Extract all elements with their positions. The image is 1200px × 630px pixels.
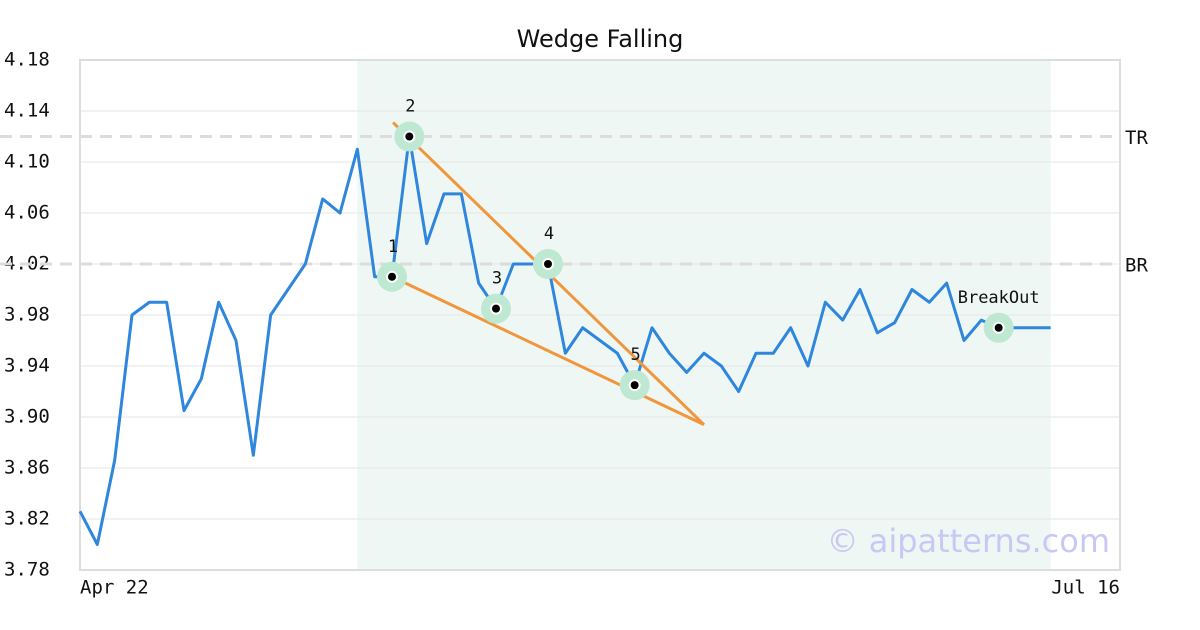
- y-tick-label: 3.86: [4, 457, 50, 479]
- chart-title: Wedge Falling: [517, 25, 684, 53]
- point-label: 2: [405, 97, 415, 117]
- x-tick-label: Jul 16: [1051, 577, 1120, 599]
- y-tick-label: 3.98: [4, 304, 50, 326]
- point-marker: [490, 302, 502, 315]
- y-tick-label: 3.90: [4, 406, 50, 428]
- x-tick-label: Apr 22: [80, 577, 149, 599]
- reference-label: BR: [1125, 255, 1148, 277]
- point-label: BreakOut: [958, 288, 1040, 308]
- reference-label: TR: [1125, 127, 1148, 149]
- point-label: 5: [631, 345, 641, 365]
- y-tick-label: 4.18: [4, 49, 50, 71]
- price-line: [78, 135, 1051, 546]
- point-marker: [992, 321, 1005, 334]
- point-label: 1: [388, 237, 398, 257]
- trendline: [391, 275, 705, 427]
- point-label: 3: [492, 269, 502, 289]
- point-marker: [386, 270, 398, 283]
- point-marker: [403, 130, 416, 143]
- watermark: © aipatterns.com: [827, 522, 1110, 560]
- y-tick-label: 4.10: [4, 151, 50, 173]
- y-tick-label: 3.82: [4, 508, 50, 530]
- plot-border: [79, 59, 1121, 571]
- y-tick-label: 4.14: [4, 100, 50, 122]
- y-tick-label: 3.78: [4, 559, 50, 581]
- y-tick-label: 3.94: [4, 355, 50, 377]
- point-label: 4: [544, 224, 554, 244]
- y-tick-label: 4.06: [4, 202, 50, 224]
- point-marker: [542, 258, 554, 270]
- point-marker: [628, 379, 641, 392]
